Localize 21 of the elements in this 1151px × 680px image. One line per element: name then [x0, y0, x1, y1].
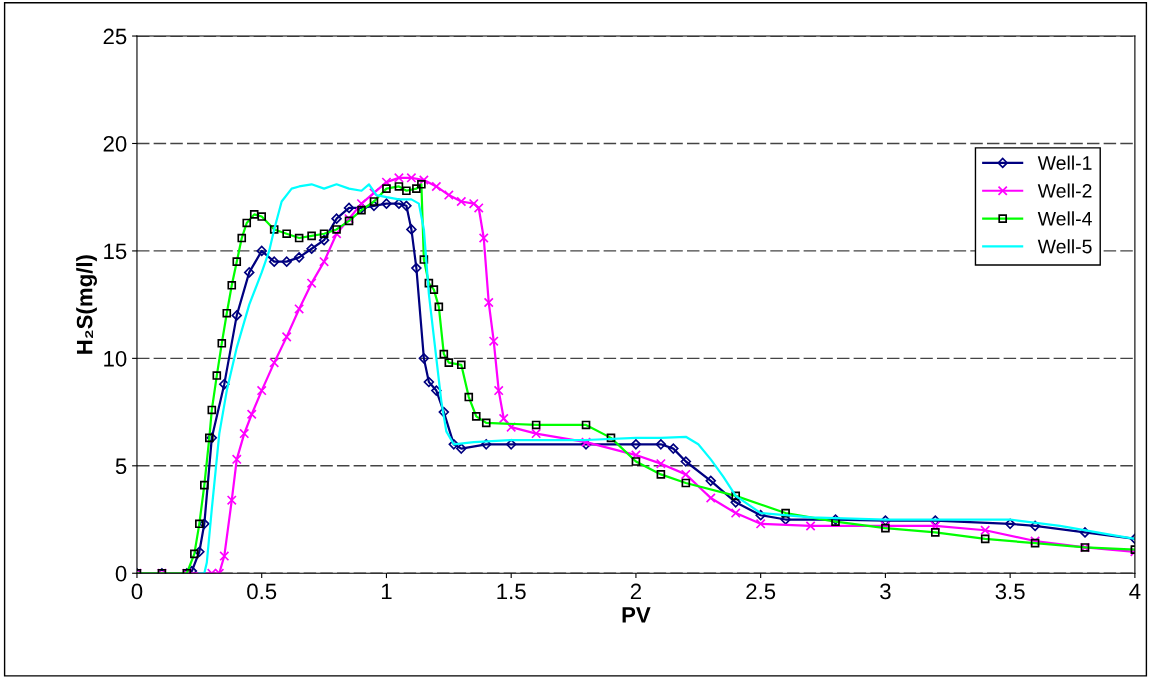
y-tick-label: 15 — [104, 243, 127, 260]
x-tick-label: 4 — [1129, 583, 1141, 600]
x-tick-label: 0.5 — [247, 583, 277, 600]
legend-label: Well-2 — [1037, 183, 1092, 198]
x-tick-label: 0 — [131, 583, 143, 600]
x-tick-label: 3.5 — [995, 583, 1025, 600]
y-axis-title: H₂S(mg/l) — [76, 255, 97, 354]
y-tick-label: 20 — [103, 136, 127, 152]
x-tick-label: 1 — [381, 583, 392, 600]
y-tick-label: 5 — [115, 458, 127, 475]
y-tick-label: 10 — [104, 350, 127, 367]
x-axis-title: PV — [622, 607, 651, 623]
y-tick-label: 0 — [115, 565, 127, 582]
x-tick-label: 2.5 — [746, 583, 776, 600]
legend-label: Well-1 — [1037, 155, 1092, 170]
legend-label: Well-4 — [1037, 211, 1092, 226]
x-tick-label: 2 — [630, 583, 641, 600]
x-tick-label: 1.5 — [497, 583, 526, 600]
legend-label: Well-5 — [1037, 239, 1092, 254]
y-tick-label: 25 — [103, 28, 127, 45]
x-tick-label: 3 — [880, 583, 891, 600]
